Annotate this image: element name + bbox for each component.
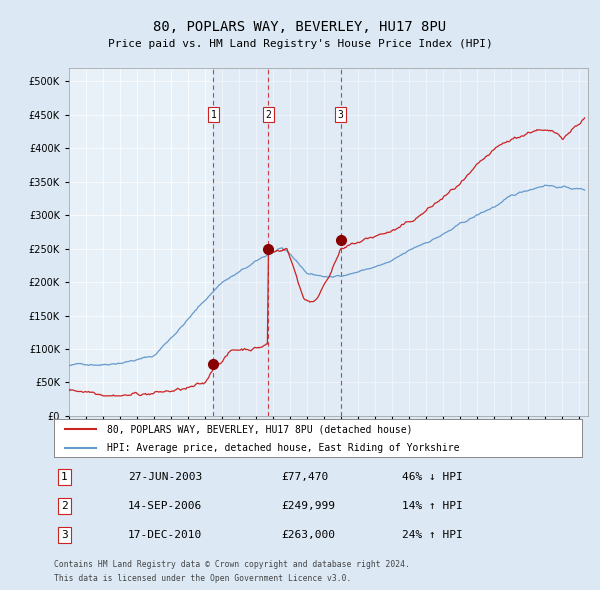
Text: 14% ↑ HPI: 14% ↑ HPI — [403, 501, 463, 511]
Text: 80, POPLARS WAY, BEVERLEY, HU17 8PU: 80, POPLARS WAY, BEVERLEY, HU17 8PU — [154, 19, 446, 34]
Bar — [268, 68, 341, 416]
Text: 14-SEP-2006: 14-SEP-2006 — [128, 501, 202, 511]
Text: 27-JUN-2003: 27-JUN-2003 — [128, 471, 202, 481]
Text: This data is licensed under the Open Government Licence v3.0.: This data is licensed under the Open Gov… — [54, 573, 352, 583]
Bar — [341, 68, 588, 416]
Text: 17-DEC-2010: 17-DEC-2010 — [128, 530, 202, 540]
Bar — [214, 68, 268, 416]
Text: 1: 1 — [61, 471, 68, 481]
Text: 24% ↑ HPI: 24% ↑ HPI — [403, 530, 463, 540]
Text: 80, POPLARS WAY, BEVERLEY, HU17 8PU (detached house): 80, POPLARS WAY, BEVERLEY, HU17 8PU (det… — [107, 424, 412, 434]
Text: £249,999: £249,999 — [281, 501, 335, 511]
Text: Contains HM Land Registry data © Crown copyright and database right 2024.: Contains HM Land Registry data © Crown c… — [54, 560, 410, 569]
Text: 3: 3 — [61, 530, 68, 540]
Text: £77,470: £77,470 — [281, 471, 328, 481]
Text: 2: 2 — [61, 501, 68, 511]
Text: 2: 2 — [265, 110, 271, 120]
Text: 3: 3 — [338, 110, 344, 120]
Text: HPI: Average price, detached house, East Riding of Yorkshire: HPI: Average price, detached house, East… — [107, 442, 460, 453]
Text: £263,000: £263,000 — [281, 530, 335, 540]
Text: 1: 1 — [211, 110, 217, 120]
Text: 46% ↓ HPI: 46% ↓ HPI — [403, 471, 463, 481]
Text: Price paid vs. HM Land Registry's House Price Index (HPI): Price paid vs. HM Land Registry's House … — [107, 40, 493, 49]
